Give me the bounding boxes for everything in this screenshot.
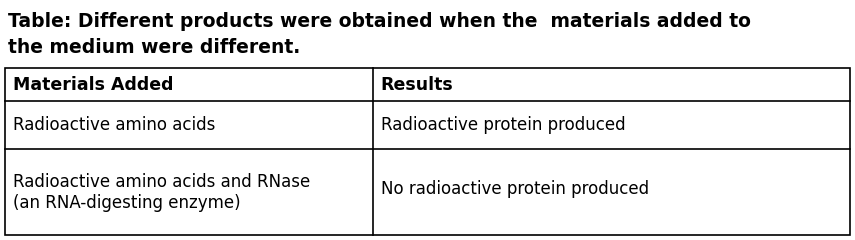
Bar bbox=[5, 68, 850, 235]
Text: Radioactive amino acids: Radioactive amino acids bbox=[13, 116, 215, 134]
Text: Radioactive protein produced: Radioactive protein produced bbox=[380, 116, 625, 134]
Text: Radioactive amino acids and RNase: Radioactive amino acids and RNase bbox=[13, 173, 310, 192]
Text: (an RNA-digesting enzyme): (an RNA-digesting enzyme) bbox=[13, 194, 240, 212]
Text: Table: Different products were obtained when the  materials added to: Table: Different products were obtained … bbox=[8, 12, 751, 31]
Text: the medium were different.: the medium were different. bbox=[8, 38, 300, 57]
Text: Results: Results bbox=[380, 76, 453, 94]
Text: Materials Added: Materials Added bbox=[13, 76, 174, 94]
Text: No radioactive protein produced: No radioactive protein produced bbox=[380, 180, 649, 198]
